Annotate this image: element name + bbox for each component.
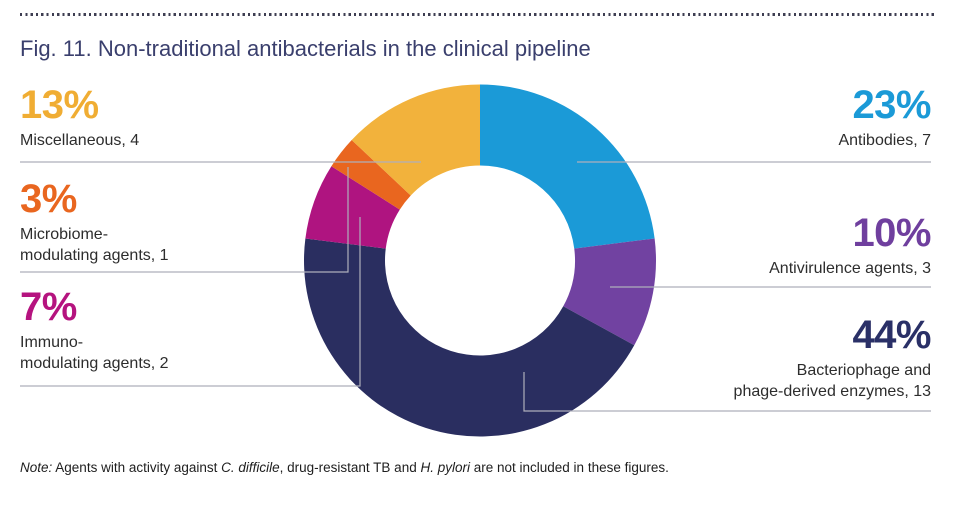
leader-line-bacteriophage-and-phage-derived-enzymes	[523, 372, 931, 412]
leader-line-microbiome-modulating-agents	[20, 167, 349, 273]
label-immuno-line2: modulating agents, 2	[20, 355, 169, 372]
note-part3: are not included in these figures.	[469, 460, 669, 475]
label-antivirulence: Antivirulence agents, 3	[769, 260, 931, 277]
label-miscellaneous: Miscellaneous, 4	[20, 132, 140, 149]
percent-bacteriophage: 44%	[852, 313, 931, 357]
percent-antivirulence: 10%	[852, 211, 931, 255]
callout-miscellaneous: 13% Miscellaneous, 4	[20, 84, 139, 151]
donut-segment-bacteriophage-and-phage-derived-enzymes	[304, 238, 635, 437]
label-bacteriophage-line1: Bacteriophage and	[796, 362, 931, 379]
callout-microbiome: 3% Microbiome- modulating agents, 1	[20, 178, 169, 266]
donut-segment-antivirulence-agents	[563, 238, 657, 346]
note-italic-c-difficile: C. difficile	[221, 460, 280, 475]
figure-note: Note: Agents with activity against C. di…	[20, 459, 669, 477]
figure-title: Fig. 11. Non-traditional antibacterials …	[20, 36, 591, 61]
percent-microbiome: 3%	[20, 177, 77, 221]
label-antibodies: Antibodies, 7	[838, 132, 931, 149]
callout-antibodies: 23% Antibodies, 7	[838, 84, 931, 151]
percent-antibodies: 23%	[852, 83, 931, 127]
donut-segment-antibodies	[480, 84, 655, 249]
leader-line-immuno-modulating-agents	[20, 217, 361, 387]
note-italic-h-pylori: H. pylori	[420, 460, 470, 475]
label-microbiome-line1: Microbiome-	[20, 226, 109, 243]
label-microbiome-line2: modulating agents, 1	[20, 247, 169, 264]
donut-segment-microbiome-modulating-agents	[331, 140, 411, 210]
note-part2: , drug-resistant TB and	[279, 460, 421, 475]
callout-immuno: 7% Immuno- modulating agents, 2	[20, 286, 169, 374]
percent-immuno: 7%	[20, 285, 77, 329]
label-bacteriophage-line2: phage-derived enzymes, 13	[733, 383, 931, 400]
callout-bacteriophage: 44% Bacteriophage and phage-derived enzy…	[733, 313, 932, 402]
note-label: Note:	[20, 460, 53, 475]
label-immuno-line1: Immuno-	[20, 334, 84, 351]
donut-segment-miscellaneous	[351, 84, 480, 196]
callout-antivirulence: 10% Antivirulence agents, 3	[769, 212, 931, 279]
percent-miscellaneous: 13%	[20, 83, 99, 127]
donut-segment-immuno-modulating-agents	[305, 166, 400, 249]
dotted-divider	[20, 13, 935, 16]
note-part1: Agents with activity against	[52, 460, 222, 475]
